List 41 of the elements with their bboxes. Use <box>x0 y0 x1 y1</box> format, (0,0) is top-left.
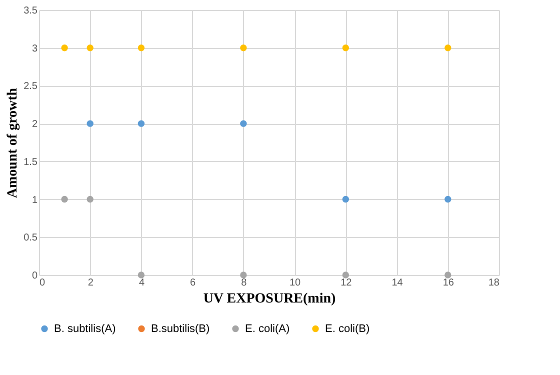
point <box>444 272 452 278</box>
x-tick-label: 14 <box>392 278 404 288</box>
y-tick-label: 1 <box>32 194 38 206</box>
legend-label: B.subtilis(B) <box>151 322 210 335</box>
y-tick-label: 1.5 <box>24 156 38 168</box>
point <box>342 196 350 203</box>
x-tick-label: 6 <box>190 278 196 288</box>
point <box>342 44 350 52</box>
x-tick-label: 10 <box>289 278 302 288</box>
y-tick-label: 3.5 <box>24 6 38 16</box>
point <box>444 196 452 203</box>
point <box>138 120 145 127</box>
point <box>444 44 452 52</box>
y-tick-label: 0.5 <box>24 232 38 244</box>
point <box>138 272 145 278</box>
x-tick-label: 4 <box>138 278 145 288</box>
point <box>342 272 350 278</box>
x-tick-label: 18 <box>488 278 500 288</box>
point <box>240 272 247 278</box>
legend-label: E. coli(B) <box>325 322 370 335</box>
point <box>240 120 247 127</box>
point <box>61 196 68 203</box>
x-tick-label: 2 <box>88 278 94 288</box>
legend-label: E. coli(A) <box>245 322 290 335</box>
y-axis-title: Amount of growth <box>6 88 21 198</box>
x-axis-title: UV EXPOSURE(min) <box>203 292 336 306</box>
point <box>86 196 94 203</box>
y-tick-label: 2.5 <box>24 81 38 92</box>
x-tick-label: 0 <box>40 278 46 288</box>
point <box>86 44 94 52</box>
y-tick-label: 2 <box>32 119 38 130</box>
point <box>61 44 68 52</box>
y-tick-label: 3 <box>32 43 38 54</box>
x-tick-label: 12 <box>340 278 352 288</box>
legend-label: B. subtilis(A) <box>54 322 116 335</box>
x-tick-label: 8 <box>241 278 248 288</box>
point <box>240 44 247 52</box>
point <box>138 44 145 52</box>
x-tick-label: 16 <box>442 278 454 288</box>
y-tick-label: 0 <box>32 270 38 282</box>
point <box>86 120 94 127</box>
